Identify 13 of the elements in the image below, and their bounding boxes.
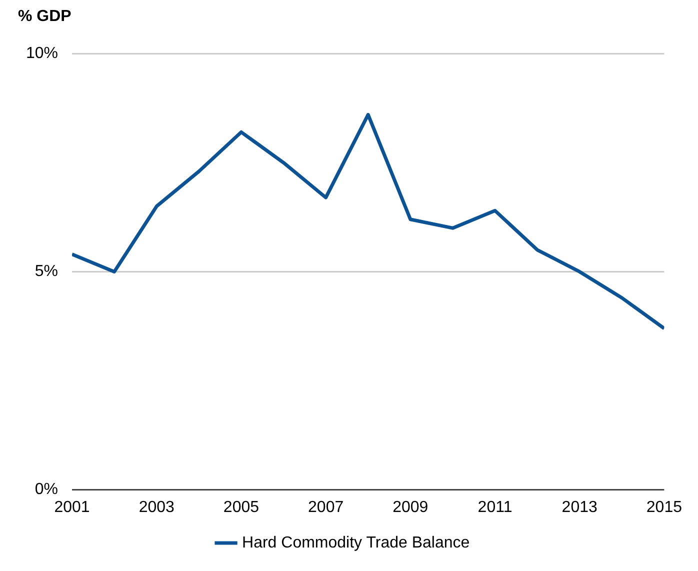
x-tick-label: 2001 bbox=[54, 498, 90, 516]
x-tick-label: 2005 bbox=[223, 498, 260, 516]
x-tick-label: 2011 bbox=[478, 498, 512, 516]
x-tick-label: 2003 bbox=[138, 498, 175, 516]
y-tick-label: 0% bbox=[34, 481, 58, 498]
y-axis-title: % GDP bbox=[17, 8, 72, 27]
x-tick-label: 2013 bbox=[562, 498, 598, 516]
y-tick-label: 5% bbox=[34, 263, 58, 280]
x-tick-label: 2007 bbox=[308, 498, 344, 516]
legend-label: Hard Commodity Trade Balance bbox=[242, 534, 470, 552]
x-tick-label: 2015 bbox=[646, 498, 682, 516]
y-tick-label: 10% bbox=[26, 45, 58, 62]
x-tick-label: 2009 bbox=[392, 498, 428, 516]
